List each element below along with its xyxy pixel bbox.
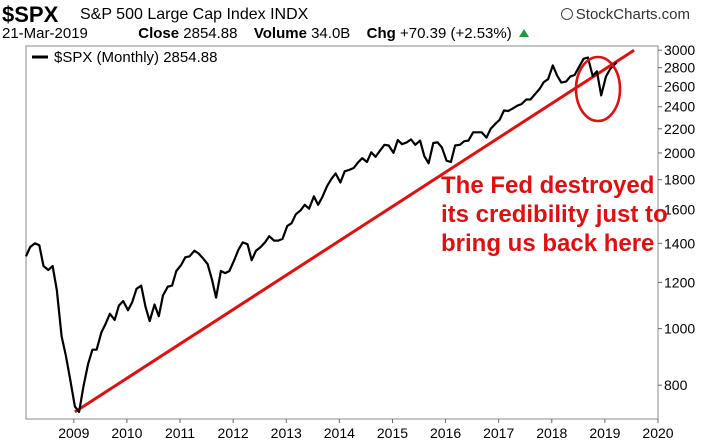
x-tick-label: 2014 — [324, 425, 355, 441]
annotation-line-2: its credibility just to — [441, 201, 668, 228]
brand-name: StockCharts.com — [575, 6, 690, 23]
copyright-icon — [560, 8, 573, 20]
y-tick-label: 3000 — [664, 42, 695, 58]
x-tick-label: 2013 — [271, 425, 302, 441]
plot-frame — [25, 45, 659, 420]
highlight-circle — [574, 55, 622, 123]
x-tick-label: 2010 — [111, 425, 142, 441]
index-name-line: S&P 500 Large Cap Index INDX — [80, 6, 308, 24]
ticker-symbol: $SPX — [2, 2, 59, 27]
x-tick-label: 2020 — [642, 425, 673, 441]
annotation-line-1: The Fed destroyed — [441, 172, 654, 199]
x-axis: 2009 2010 2011 2012 2013 2014 2015 2016 2017 2018… — [58, 419, 674, 441]
brand-watermark: StockCharts.com — [560, 6, 690, 23]
x-tick-label: 2015 — [377, 425, 408, 441]
y-tick-label: 2600 — [664, 78, 695, 94]
y-tick-label: 1400 — [664, 235, 695, 251]
x-tick-label: 2012 — [218, 425, 249, 441]
y-tick-label: 2800 — [664, 60, 695, 76]
y-tick-label: 1000 — [664, 321, 695, 337]
quote-row: 21-Mar-2019 Close 2854.88 Volume 34.0B C… — [2, 25, 529, 42]
y-tick-label: 2000 — [664, 145, 695, 161]
x-tick-label: 2011 — [165, 425, 195, 441]
quote-date: 21-Mar-2019 — [2, 25, 88, 42]
x-tick-label: 2017 — [483, 425, 514, 441]
chart-header: $SPX S&P 500 Large Cap Index INDX StockC… — [0, 0, 720, 46]
y-tick-label: 2400 — [664, 99, 695, 115]
exchange-code: INDX — [270, 6, 309, 23]
y-tick-label: 1200 — [664, 274, 695, 290]
chg-label: Chg — [366, 25, 396, 42]
y-tick-label: 1800 — [664, 172, 695, 188]
volume-value: 34.0B — [311, 25, 351, 42]
index-name: S&P 500 Large Cap Index — [80, 6, 266, 23]
y-axis: 800 1000 1200 1400 1600 1800 2000 2200 2400 2600 2… — [658, 42, 695, 393]
x-tick-label: 2009 — [58, 425, 89, 441]
volume-label: Volume — [253, 25, 307, 42]
up-arrow-icon — [518, 29, 529, 37]
close-label: Close — [138, 25, 180, 42]
trend-line — [74, 48, 635, 414]
x-tick-label: 2018 — [536, 425, 567, 441]
close-value: 2854.88 — [183, 25, 238, 42]
price-line — [24, 56, 618, 413]
y-tick-label: 1600 — [664, 201, 695, 217]
y-tick-label: 800 — [664, 377, 688, 393]
annotation-line-3: bring us back here — [441, 230, 654, 257]
y-tick-label: 2200 — [664, 121, 695, 137]
x-tick-label: 2016 — [430, 425, 461, 441]
legend-label: $SPX (Monthly) 2854.88 — [54, 49, 217, 66]
x-tick-label: 2019 — [589, 425, 620, 441]
chg-value: +70.39 (+2.53%) — [399, 25, 512, 42]
